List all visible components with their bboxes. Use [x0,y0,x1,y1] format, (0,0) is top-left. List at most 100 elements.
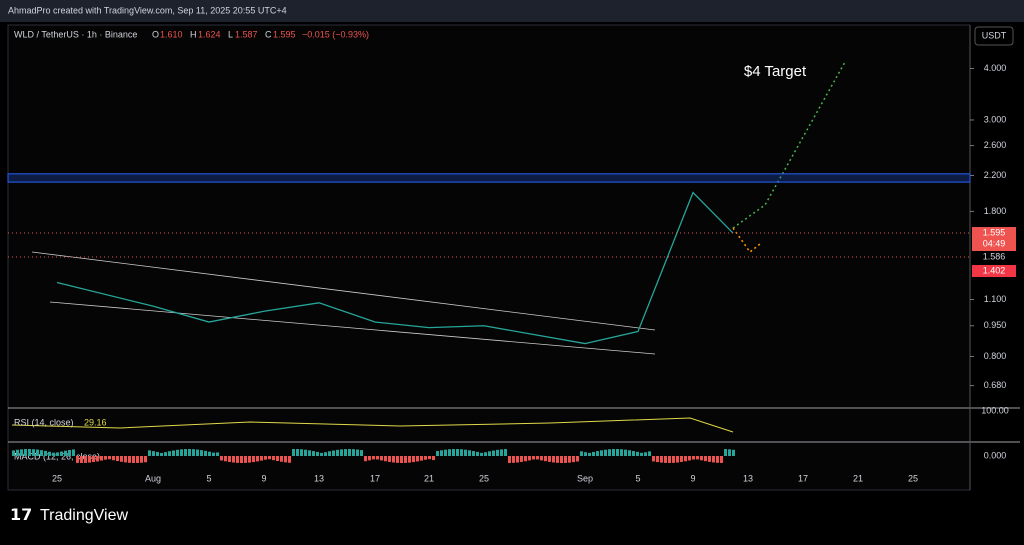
time-label: 13 [314,473,324,483]
macd-bar [288,456,291,463]
macd-bar [376,456,379,460]
macd-bar [452,449,455,456]
macd-bar [496,449,499,456]
macd-bar [244,456,247,463]
macd-bar [336,449,339,456]
macd-bar [620,449,623,456]
open: 1.610 [160,29,183,39]
macd-bar [40,450,43,456]
macd-bar [608,449,611,456]
macd-bar [480,452,483,456]
macd-bar [548,456,551,462]
macd-bar [20,449,23,456]
macd-bar [528,456,531,461]
macd-bar [544,456,547,462]
macd-bar [204,450,207,456]
macd-bar [32,449,35,456]
macd-bar [604,449,607,456]
macd-bar [364,456,367,462]
annotation: $4 Target [744,63,807,80]
macd-bar [652,456,655,462]
macd-bar [524,456,527,462]
macd-bar [252,456,255,463]
time-label: 5 [206,473,211,483]
macd-bar [192,449,195,456]
macd-bar [168,451,171,456]
macd-bar [552,456,555,463]
macd-bar [324,452,327,456]
macd-bar [148,450,151,456]
macd-bar [488,451,491,456]
macd-bar [144,456,147,463]
o-label: O [152,29,159,39]
macd-bar [240,456,243,463]
currency[interactable]: USDT [982,30,1007,40]
macd-bar [540,456,543,461]
macd-bar [212,452,215,456]
macd-bar [268,456,271,460]
price-label: 2.600 [984,140,1007,150]
macd-bar [348,449,351,456]
macd-bar [128,456,131,463]
macd-bar [684,456,687,462]
brand-logo: 𝟭𝟳 [10,507,32,524]
macd-bar [164,452,167,456]
macd-bar [656,456,659,463]
macd-bar [116,456,119,462]
macd-bar [408,456,411,463]
price-label: 1.800 [984,206,1007,216]
macd-bar [648,451,651,456]
macd-bar [328,451,331,456]
macd-bar [676,456,679,463]
macd-bar [188,449,191,456]
macd-bar [664,456,667,463]
macd-bar [196,449,199,456]
macd-bar [80,456,83,463]
time-label: Aug [145,473,161,483]
macd-bar [532,456,535,460]
price-tag [972,265,1016,278]
currency-button[interactable] [974,26,1014,46]
low-level-tag: 1.402 [983,265,1006,275]
macd-bar [172,450,175,456]
close: 1.595 [273,29,296,39]
macd-bar [220,456,223,461]
macd-bar [520,456,523,462]
macd-bar [276,456,279,462]
time-label: Sep [577,473,593,483]
macd-bar [108,456,111,460]
macd-bar [468,450,471,456]
time-label: 9 [690,473,695,483]
symbol: WLD / TetherUS · 1h · Binance [14,29,137,39]
trendline [31,251,656,331]
macd-bar [340,449,343,456]
macd-bar [308,450,311,456]
macd-bar [280,456,283,462]
macd-bar [600,450,603,456]
macd-bar [672,456,675,463]
macd-bar [536,456,539,460]
macd-bar [88,456,91,463]
macd-bar [660,456,663,463]
macd-bar [432,456,435,461]
macd-bar [112,456,115,461]
macd-bar [428,456,431,460]
rsi-label: RSI (14, close) [14,417,74,427]
macd-bar [200,450,203,456]
macd-bar [384,456,387,462]
macd-bar [508,456,511,463]
macd-bar [260,456,263,461]
price-label: 1.100 [984,294,1007,304]
rsi-level: 100.00 [981,405,1009,415]
rsi-line [11,417,734,433]
macd-bar [616,449,619,456]
macd-bar [224,456,227,462]
macd-bar [304,449,307,456]
macd-bar [28,449,31,456]
macd-bar [72,449,75,456]
macd-bar [24,449,27,456]
macd-bar [416,456,419,462]
macd-bar [500,449,503,456]
macd-bar [56,452,59,456]
